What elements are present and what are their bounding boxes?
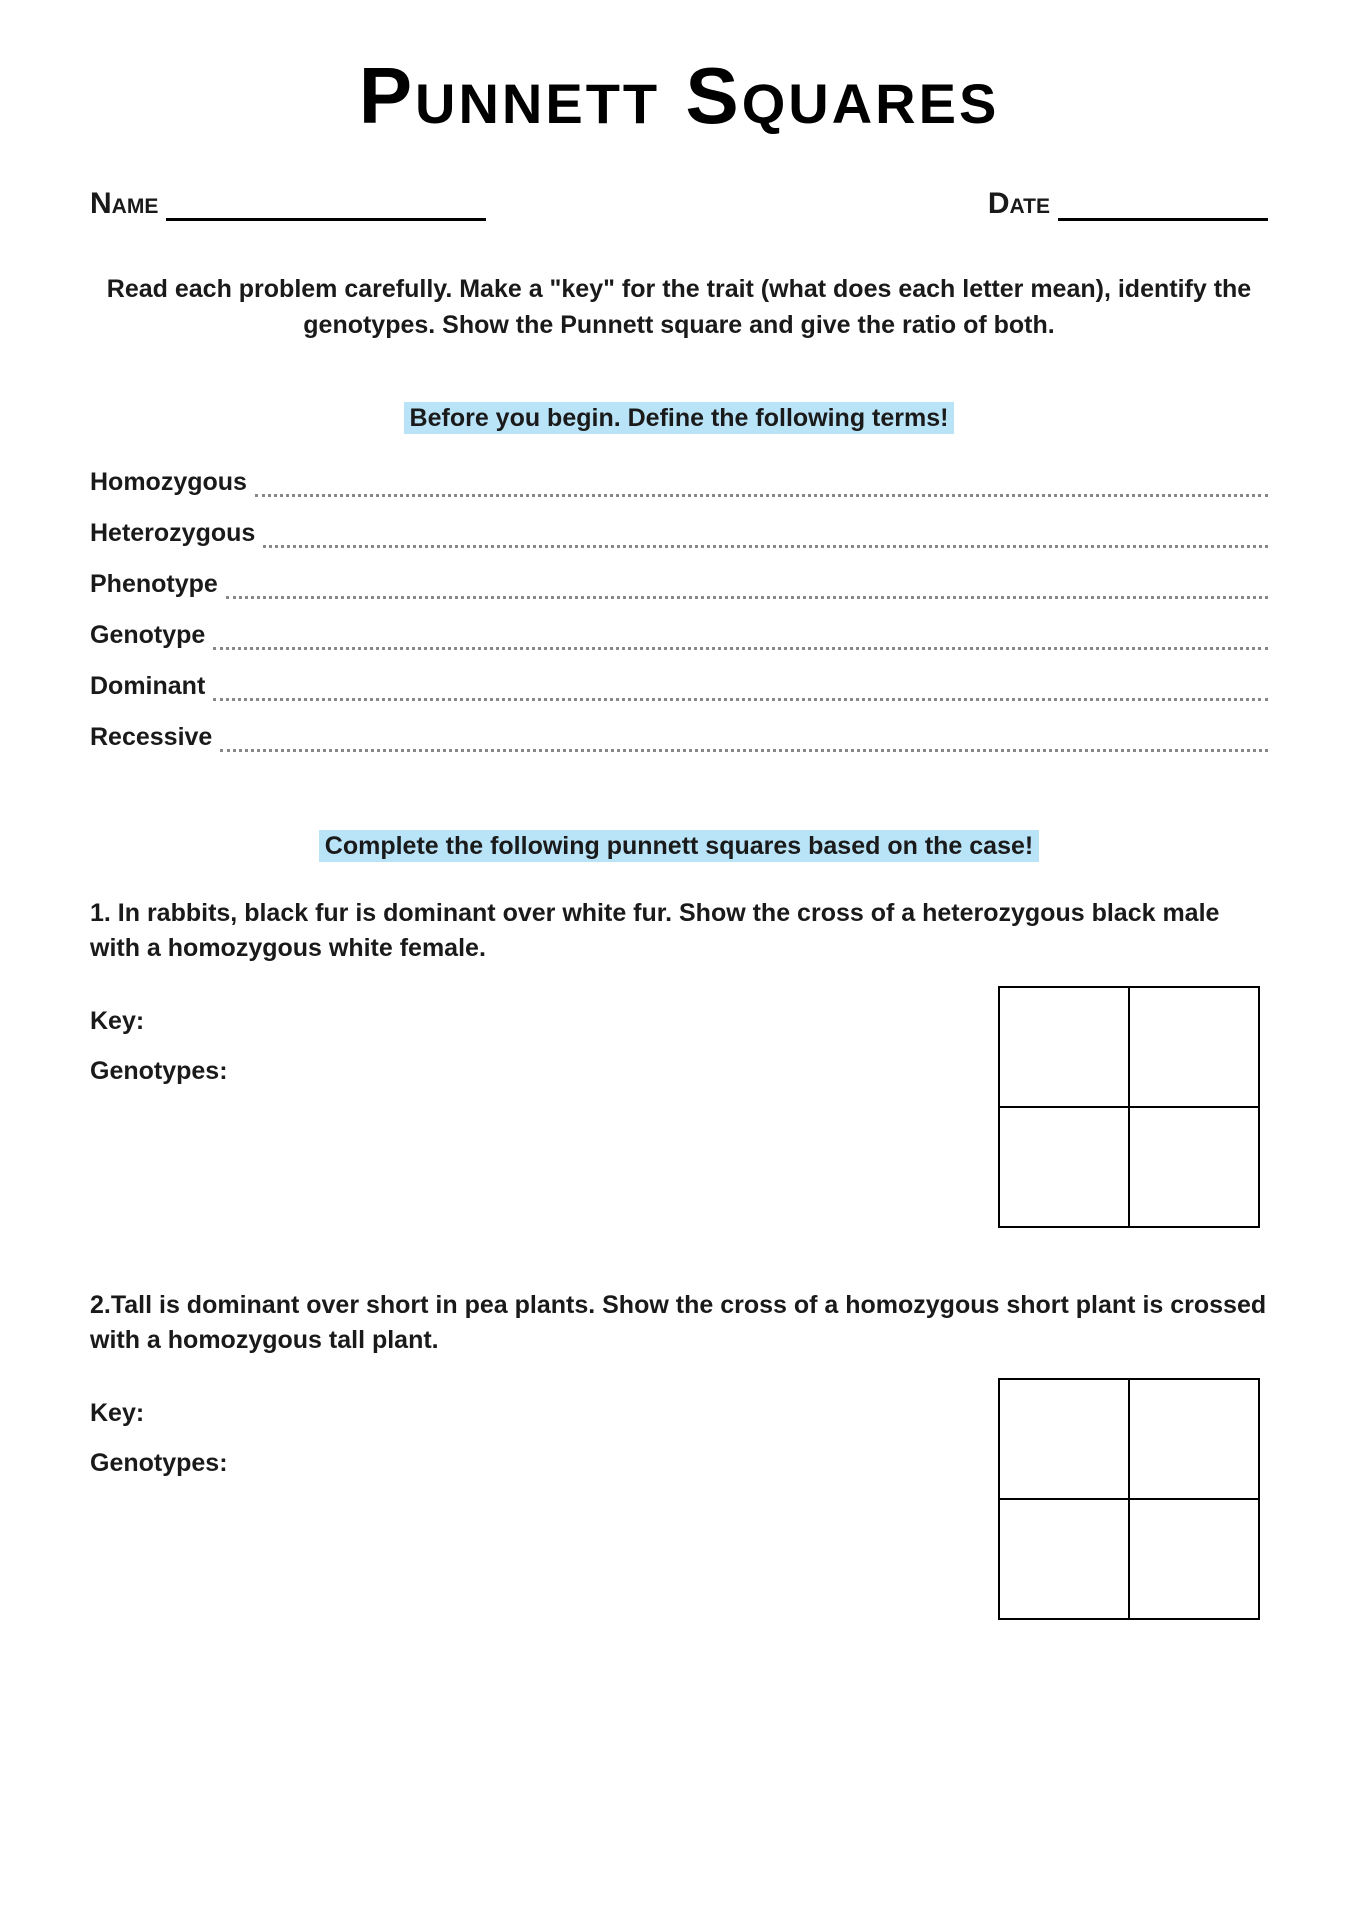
term-label: Homozygous <box>90 468 247 497</box>
date-label: Date <box>988 187 1050 221</box>
punnett-cell[interactable] <box>999 1499 1129 1619</box>
problem-2: 2.Tall is dominant over short in pea pla… <box>90 1288 1268 1620</box>
section1-heading: Before you begin. Define the following t… <box>80 404 1278 433</box>
term-label: Heterozygous <box>90 519 255 548</box>
key-label: Key: <box>90 1388 228 1438</box>
punnett-cell[interactable] <box>999 1107 1129 1227</box>
punnett-cell[interactable] <box>999 987 1129 1107</box>
name-field: Name <box>90 187 486 221</box>
punnett-cell[interactable] <box>1129 1379 1259 1499</box>
punnett-square[interactable] <box>998 1378 1260 1620</box>
punnett-square[interactable] <box>998 986 1260 1228</box>
date-input-line[interactable] <box>1058 193 1268 221</box>
problem-fields: Key: Genotypes: <box>90 1388 228 1488</box>
name-input-line[interactable] <box>166 193 486 221</box>
problem-body: Key: Genotypes: <box>90 1388 1268 1620</box>
section2-heading: Complete the following punnett squares b… <box>80 832 1278 861</box>
term-label: Recessive <box>90 723 212 752</box>
term-row: Homozygous <box>90 468 1268 497</box>
punnett-cell[interactable] <box>1129 987 1259 1107</box>
term-label: Phenotype <box>90 570 218 599</box>
date-field: Date <box>988 187 1268 221</box>
term-answer-line[interactable] <box>263 530 1268 548</box>
section1-heading-text: Before you begin. Define the following t… <box>404 402 955 434</box>
term-answer-line[interactable] <box>226 581 1268 599</box>
term-answer-line[interactable] <box>213 632 1268 650</box>
term-row: Genotype <box>90 621 1268 650</box>
term-row: Recessive <box>90 723 1268 752</box>
term-row: Phenotype <box>90 570 1268 599</box>
terms-list: Homozygous Heterozygous Phenotype Genoty… <box>90 468 1268 752</box>
problems-list: 1. In rabbits, black fur is dominant ove… <box>90 896 1268 1620</box>
term-row: Heterozygous <box>90 519 1268 548</box>
term-label: Dominant <box>90 672 205 701</box>
punnett-cell[interactable] <box>1129 1499 1259 1619</box>
term-label: Genotype <box>90 621 205 650</box>
punnett-cell[interactable] <box>999 1379 1129 1499</box>
problem-fields: Key: Genotypes: <box>90 996 228 1096</box>
genotypes-label: Genotypes: <box>90 1438 228 1488</box>
genotypes-label: Genotypes: <box>90 1046 228 1096</box>
term-answer-line[interactable] <box>213 683 1268 701</box>
name-label: Name <box>90 187 158 221</box>
page-title: Punnett Squares <box>80 50 1278 142</box>
name-date-row: Name Date <box>90 187 1268 221</box>
key-label: Key: <box>90 996 228 1046</box>
term-row: Dominant <box>90 672 1268 701</box>
term-answer-line[interactable] <box>220 734 1268 752</box>
problem-1: 1. In rabbits, black fur is dominant ove… <box>90 896 1268 1228</box>
problem-text: 2.Tall is dominant over short in pea pla… <box>90 1288 1268 1358</box>
instructions-text: Read each problem carefully. Make a "key… <box>95 271 1263 344</box>
problem-body: Key: Genotypes: <box>90 996 1268 1228</box>
term-answer-line[interactable] <box>255 479 1268 497</box>
problem-text: 1. In rabbits, black fur is dominant ove… <box>90 896 1268 966</box>
section2-heading-text: Complete the following punnett squares b… <box>319 830 1039 862</box>
punnett-cell[interactable] <box>1129 1107 1259 1227</box>
